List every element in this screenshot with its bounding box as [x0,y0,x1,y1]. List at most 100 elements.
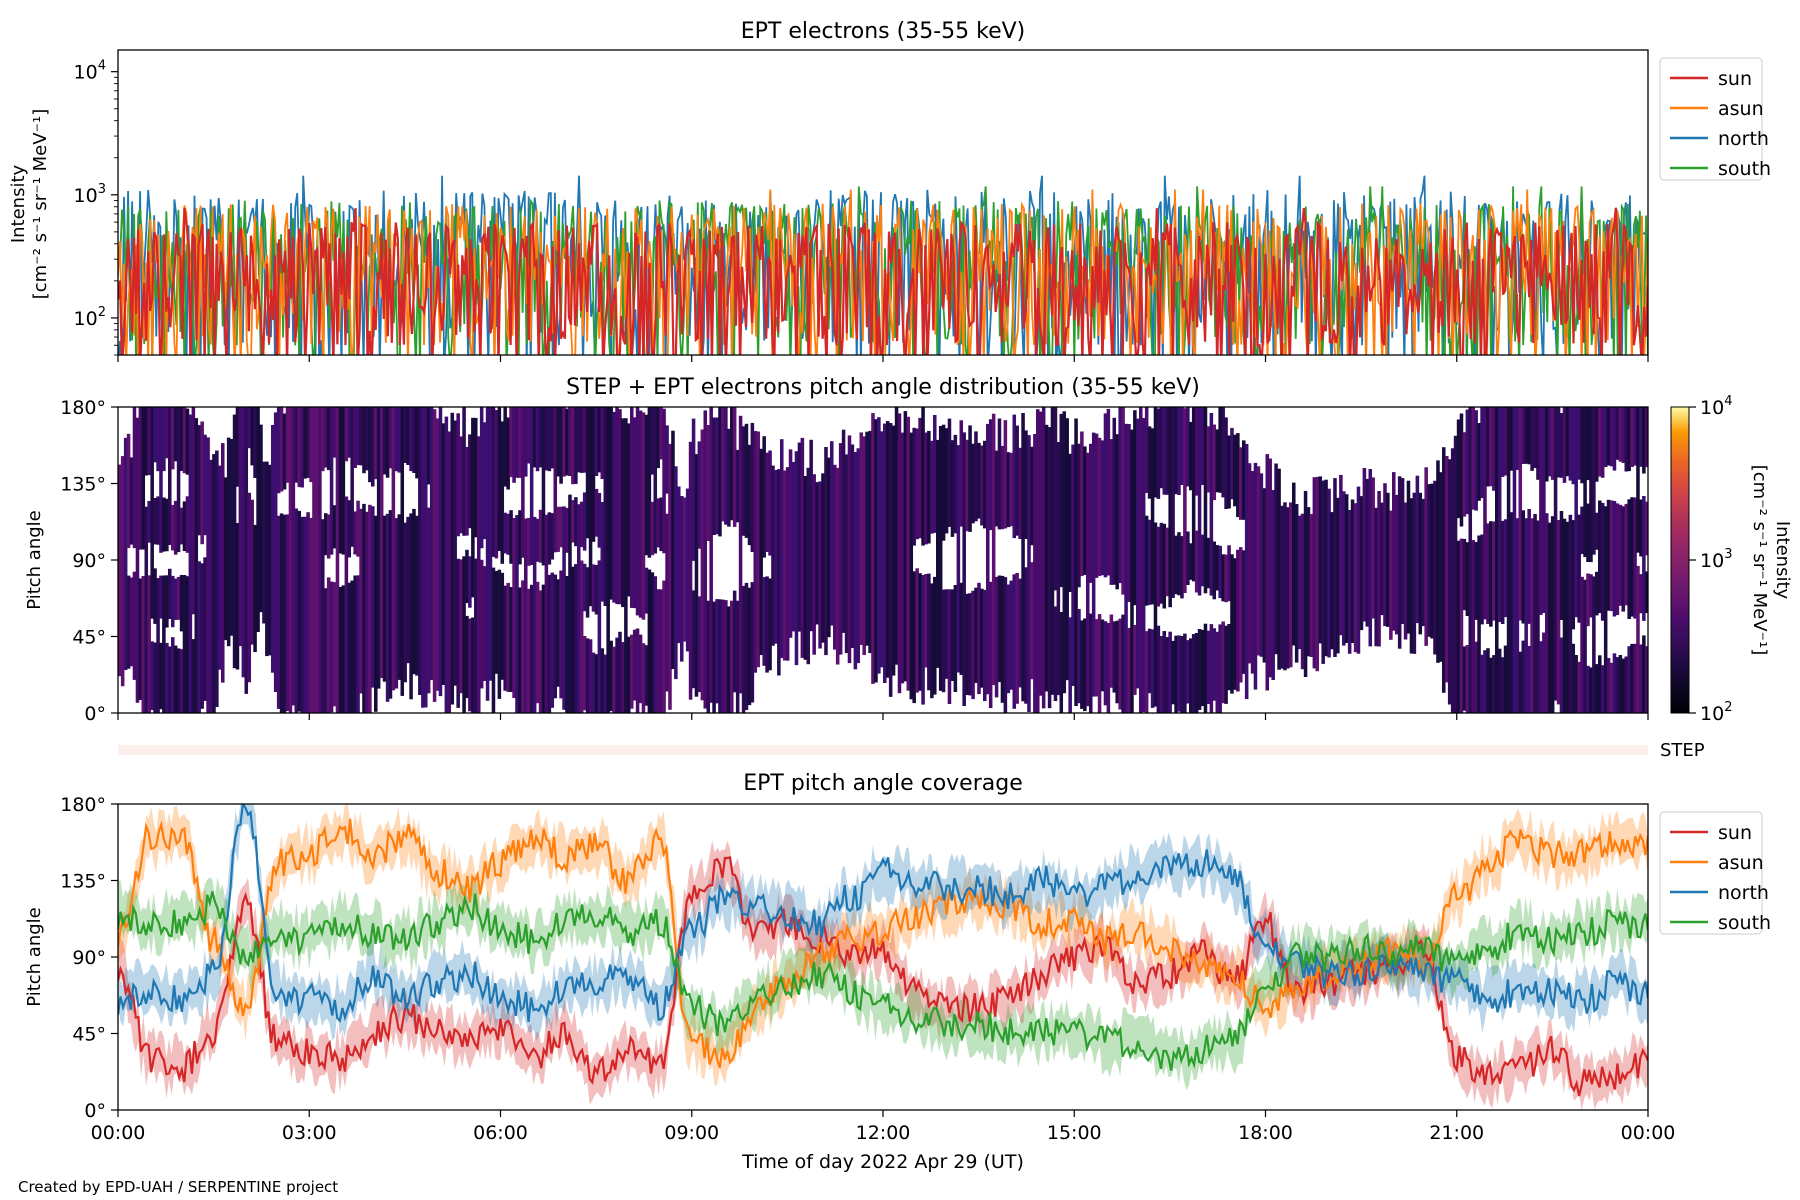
heatmap-cell [600,648,605,713]
heatmap-cell [1548,522,1552,713]
heatmap-cell [1165,527,1170,597]
heatmap-cell [535,407,540,472]
heatmap-cell [527,517,531,566]
heatmap-cell [162,575,166,713]
heatmap-cell [1621,506,1626,612]
heatmap-cell [1462,646,1467,711]
heatmap-cell [1486,648,1490,713]
heatmap-cell [921,575,925,705]
heatmap-cell [403,407,407,463]
heatmap-cell [188,414,193,713]
heatmap-cell [1550,516,1555,713]
heatmap-cell [591,652,596,713]
heatmap-cell [374,515,378,712]
heatmap-cell [394,407,399,472]
y-tick-label: 180° [60,794,106,816]
heatmap-cell [1130,429,1134,713]
heatmap-cell [1577,407,1581,480]
heatmap-cell [488,407,493,681]
panel1-legend: sun asun north south [1659,57,1771,181]
heatmap-cell [168,568,172,619]
heatmap-cell [803,476,808,660]
heatmap-cell [1068,617,1072,713]
coverage-line-asun [118,818,1648,1069]
heatmap-cell [827,457,831,638]
heatmap-cell [1495,407,1499,713]
heatmap-cell [282,413,287,490]
heatmap-cell [912,427,916,546]
colorbar-tick-label: 104 [1700,394,1732,419]
heatmap-cell [262,461,266,624]
heatmap-cell [321,407,325,472]
heatmap-cell [432,409,437,702]
heatmap-cell [456,413,460,537]
heatmap-cell [591,564,596,612]
heatmap-cell [468,618,472,712]
heatmap-cell [324,588,328,713]
heatmap-cell [715,417,719,535]
heatmap-cell [1512,407,1517,713]
heatmap-cell [176,648,181,713]
heatmap-cell [209,459,213,713]
heatmap-cell [1548,407,1552,477]
heatmap-cell [1218,624,1222,713]
heatmap-cell [185,496,190,553]
heatmap-cell [1197,629,1202,710]
heatmap-cell [1639,499,1643,557]
heatmap-cell [412,508,416,675]
heatmap-cell [1127,627,1131,713]
heatmap-cell [1636,565,1640,713]
heatmap-cell [329,581,334,713]
heatmap-cell [156,578,160,713]
heatmap-cell [474,417,478,538]
heatmap-cell [1356,486,1361,654]
heatmap-cell [235,523,240,670]
heatmap-cell [1021,413,1025,702]
heatmap-cell [1009,580,1014,690]
heatmap-cell [877,417,881,674]
heatmap-cell [359,508,363,694]
heatmap-cell [1571,407,1576,485]
heatmap-cell [1577,661,1581,713]
heatmap-cell [406,516,410,664]
heatmap-cell [341,407,346,555]
heatmap-cell [791,462,796,632]
heatmap-cell [936,439,940,668]
heatmap-cell [171,407,175,470]
heatmap-cell [1162,523,1167,609]
heatmap-cell [1624,407,1629,472]
heatmap-cell [256,407,260,632]
heatmap-cell [844,454,849,654]
heatmap-cell [518,407,522,478]
heatmap-cell [1492,521,1496,621]
heatmap-cell [453,420,457,686]
heatmap-cell [1559,637,1564,713]
heatmap-cell [862,436,866,655]
heatmap-cell [1447,459,1452,705]
heatmap-cell [232,414,237,669]
series-line-sun [118,207,1648,355]
heatmap-cell [153,642,157,713]
heatmap-cell [582,636,587,711]
heatmap-cell [173,407,178,462]
heatmap-cell [824,447,828,656]
heatmap-cell [1639,644,1643,713]
heatmap-cell [1309,514,1314,657]
heatmap-cell [1518,407,1523,621]
heatmap-cell [385,407,390,478]
heatmap-cell [980,445,984,526]
heatmap-cell [1471,540,1476,713]
heatmap-cell [635,407,640,616]
heatmap-cell [335,407,340,713]
heatmap-cell [1177,407,1181,495]
heatmap-cell [1374,507,1378,647]
heatmap-cell [815,482,819,625]
heatmap-cell [1112,417,1117,585]
heatmap-cell [665,513,669,692]
heatmap-cell [509,587,513,692]
heatmap-cell [880,431,884,668]
heatmap-cell [553,407,558,553]
heatmap-cell [509,407,513,478]
heatmap-cell [968,425,972,532]
heatmap-cell [138,578,143,700]
